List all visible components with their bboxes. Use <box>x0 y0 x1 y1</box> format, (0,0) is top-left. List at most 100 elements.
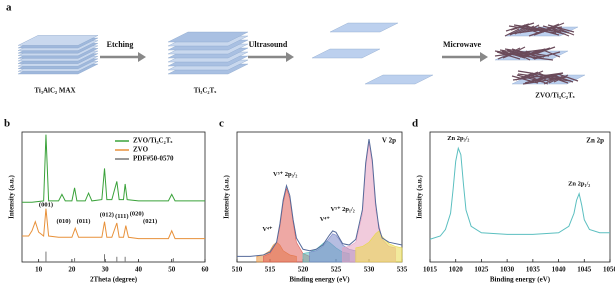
slab <box>311 48 381 59</box>
annotation: (011) <box>77 218 91 225</box>
x-tick-label: 1020 <box>449 266 464 274</box>
legend-label: ZVO/Ti₃C₂Tₓ <box>133 137 173 145</box>
fiber <box>502 50 521 59</box>
step-label: Ultrasound <box>249 40 288 49</box>
x-tick-label: 1040 <box>552 266 567 274</box>
x-tick-label: 50 <box>168 266 176 274</box>
slab <box>329 22 399 33</box>
fiber <box>504 48 550 57</box>
panel-label: a <box>6 2 12 14</box>
annotation: (020) <box>130 210 144 217</box>
y-axis-label: Intensity (a.u.) <box>8 174 16 218</box>
x-tick-label: 1045 <box>577 266 592 274</box>
data-line <box>22 134 205 203</box>
plot-frame <box>429 131 611 263</box>
fiber <box>524 24 540 33</box>
y-axis-label: Intensity (a.u.) <box>416 174 424 218</box>
fiber <box>538 72 554 81</box>
legend-label: ZVO <box>133 146 149 154</box>
chart-title: V 2p <box>382 137 396 145</box>
annotation: (010) <box>57 218 71 225</box>
material-label: ZVO/Ti₃C₂Tₓ <box>535 92 575 100</box>
panel-label: b <box>4 118 10 130</box>
fiber <box>512 72 564 81</box>
x-axis-label: Binding energy (eV) <box>490 276 551 284</box>
fiber <box>534 46 556 55</box>
fiber <box>556 27 575 36</box>
x-axis-label: 2Theta (degree) <box>90 276 138 284</box>
slab <box>17 35 99 46</box>
annotation: V⁵⁺ 2p₃/₂ <box>273 171 297 178</box>
fiber <box>508 26 563 35</box>
fiber <box>533 27 555 36</box>
arrow-head <box>480 52 488 62</box>
arrow-head <box>286 52 294 62</box>
data-line <box>22 208 205 240</box>
annotation: (021) <box>143 218 157 225</box>
fiber <box>511 75 539 84</box>
schematic <box>17 22 586 85</box>
legend-label: PDF#50-0570 <box>133 155 174 163</box>
fiber <box>525 50 541 59</box>
fiber <box>520 71 539 80</box>
plot-frame <box>21 131 206 263</box>
fiber <box>553 74 569 83</box>
fiber <box>517 70 563 79</box>
x-tick-label: 60 <box>202 266 210 274</box>
annotation: (012) <box>100 212 114 219</box>
x-tick-label: 1030 <box>500 266 515 274</box>
x-tick-label: 10 <box>35 266 43 274</box>
fiber <box>516 74 544 83</box>
annotation: V⁴⁺ <box>320 216 331 223</box>
panel-label: c <box>219 118 224 130</box>
slab <box>167 31 249 43</box>
fiber <box>510 22 535 31</box>
data-line <box>429 146 610 240</box>
fiber <box>548 75 564 84</box>
step-label: Microwave <box>443 40 482 49</box>
x-tick-label: 30 <box>102 266 110 274</box>
annotation: (111) <box>115 213 128 220</box>
fiber <box>552 74 574 83</box>
step-label: Etching <box>107 40 134 49</box>
x-tick-label: 520 <box>298 266 309 274</box>
arrow-head <box>138 52 146 62</box>
annotation: Zn 2p₁/₂ <box>568 180 590 187</box>
material-label: Ti₃AlC₂ MAX <box>34 87 75 95</box>
fiber <box>525 70 544 79</box>
fiber <box>542 25 570 34</box>
x-tick-label: 1050 <box>603 266 615 274</box>
fiber <box>551 28 570 37</box>
x-tick-label: 525 <box>331 266 342 274</box>
data-line <box>237 138 403 257</box>
material-label: Ti₃C₂Tₓ <box>194 87 217 95</box>
y-axis-label: Intensity (a.u.) <box>223 174 231 218</box>
annotation: Zn 2p₃/₂ <box>447 135 469 142</box>
fiber <box>497 51 516 60</box>
x-tick-label: 1015 <box>423 266 438 274</box>
x-tick-label: 535 <box>397 266 408 274</box>
x-tick-label: 1035 <box>526 266 541 274</box>
x-axis-label: Binding energy (eV) <box>289 276 350 284</box>
slab <box>364 74 434 85</box>
x-tick-label: 1025 <box>474 266 489 274</box>
fiber <box>557 73 579 82</box>
fiber <box>539 72 564 81</box>
annotation: V⁴⁺ <box>262 226 273 233</box>
fiber <box>528 28 550 37</box>
fiber <box>504 28 520 37</box>
x-tick-label: 40 <box>135 266 143 274</box>
fiber <box>520 51 536 60</box>
fiber <box>542 49 561 58</box>
chart-title: Zn 2p <box>586 137 604 145</box>
fiber <box>537 26 565 35</box>
fiber <box>547 24 575 33</box>
x-tick-label: 515 <box>265 266 276 274</box>
x-tick-label: 20 <box>68 266 76 274</box>
annotation: V⁵⁺ 2p₁/₂ <box>330 206 354 213</box>
x-tick-label: 530 <box>364 266 375 274</box>
fiber <box>530 76 549 85</box>
annotation: (001) <box>39 201 53 208</box>
x-tick-label: 510 <box>232 266 243 274</box>
